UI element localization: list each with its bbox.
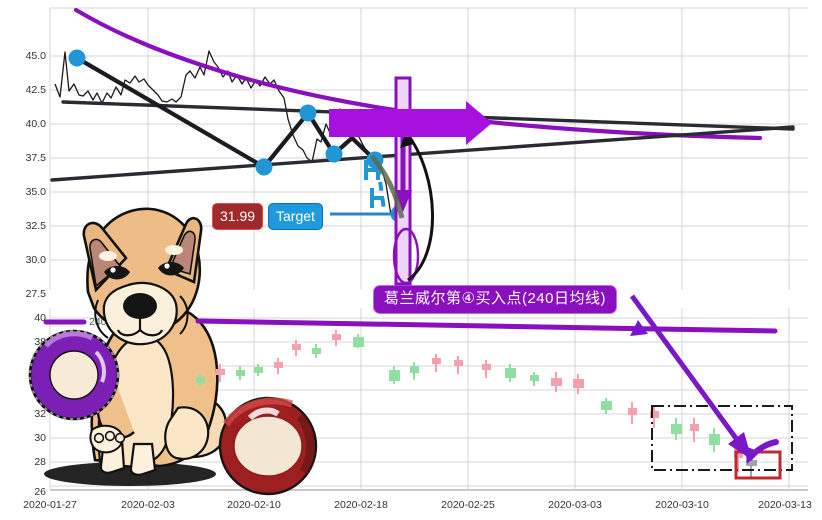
y-tick-bottom-4: 32 (34, 408, 46, 420)
x-tick-1: 2020-02-03 (121, 499, 175, 511)
support-trendline (50, 125, 795, 182)
x-tick-3: 2020-02-18 (334, 499, 388, 511)
y-tick-top-7: 27.5 (25, 288, 46, 300)
pivot-bracket-icon (364, 160, 384, 208)
x-tick-7: 2020-03-13 (758, 499, 812, 511)
y-tick-top-1: 42.5 (25, 84, 46, 96)
highlight-hook-arrow-icon (745, 439, 779, 464)
y-tick-top-6: 30.0 (25, 254, 46, 266)
ball-4-icon (28, 329, 120, 421)
y-tick-bottom-5: 30 (34, 432, 46, 444)
x-tick-0: 2020-01-27 (23, 499, 77, 511)
target-badge[interactable]: Target (268, 203, 323, 230)
y-tick-bottom-7: 26 (34, 486, 46, 498)
x-tick-4: 2020-02-25 (441, 499, 495, 511)
ma240-curve (73, 7, 763, 141)
granville-ma240-pill: 葛兰威尔第④买入点(240日均线) (373, 285, 617, 314)
y-tick-top-5: 32.5 (25, 220, 46, 232)
ball-240-icon (218, 396, 318, 496)
x-tick-5: 2020-03-03 (548, 499, 602, 511)
y-tick-top-3: 37.5 (25, 152, 46, 164)
curved-pointer-icon (404, 131, 434, 282)
candlestick-series (196, 330, 757, 478)
y-tick-top-4: 35.0 (25, 186, 46, 198)
price-badge: 31.99 (212, 203, 264, 230)
y-tick-top-2: 40.0 (25, 118, 46, 130)
y-tick-bottom-0: 40 (34, 312, 46, 324)
ma240-line-bottom (195, 318, 778, 334)
x-tick-2: 2020-02-10 (227, 499, 281, 511)
x-tick-6: 2020-03-10 (655, 499, 709, 511)
y-tick-bottom-6: 28 (34, 456, 46, 468)
focus-region-box (651, 405, 793, 471)
ma-arrow-tip-icon (630, 320, 648, 336)
swing-taper-stroke (370, 154, 405, 219)
zigzag-line (74, 55, 378, 170)
buy-point-ellipse-marker (392, 227, 420, 285)
granville-callout-arrow (329, 101, 492, 145)
y-tick-top-0: 45.0 (25, 50, 46, 62)
y-tick-bottom-1: 38 (34, 336, 46, 348)
